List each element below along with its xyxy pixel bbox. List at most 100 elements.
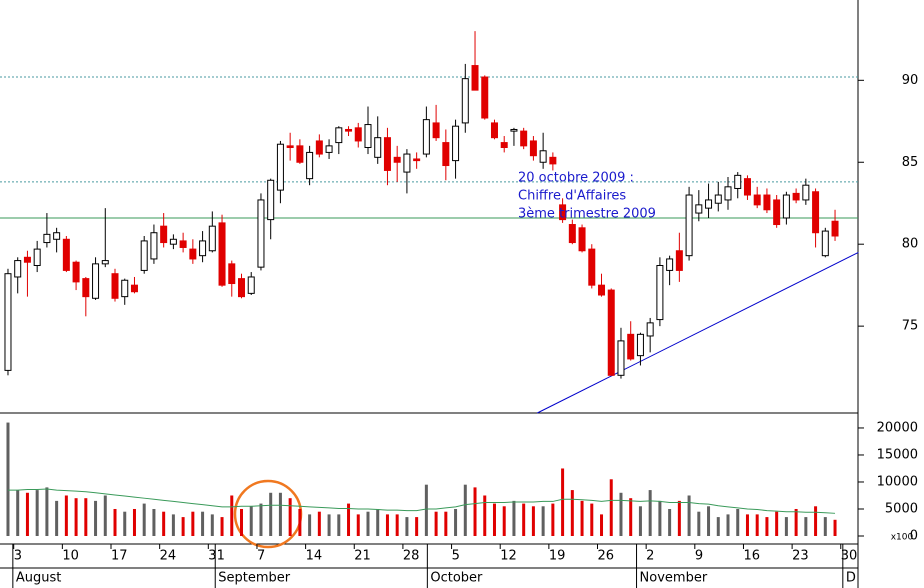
y-tick-label: 20000 — [877, 420, 918, 435]
candle-body — [345, 128, 353, 132]
candle-body — [130, 284, 138, 293]
volume-bar — [385, 514, 389, 536]
candle-body — [257, 199, 265, 268]
candle-body — [92, 263, 100, 299]
y-tick-label: 0 — [910, 529, 918, 544]
candle-body — [821, 230, 829, 257]
volume-bar — [230, 495, 234, 536]
volume-bar — [424, 484, 428, 536]
volume-bar — [707, 506, 711, 536]
candle-body — [23, 256, 31, 263]
volume-bar — [64, 495, 68, 536]
candle-body — [403, 153, 411, 173]
candle-body — [481, 76, 489, 119]
volume-bar — [629, 498, 633, 536]
candle-body — [675, 250, 683, 271]
candle-body — [578, 227, 586, 252]
volume-bar — [794, 508, 798, 536]
volume-bar — [619, 492, 623, 536]
candle-body — [276, 143, 284, 191]
x-tick-label: 24 — [160, 549, 177, 564]
volume-bar — [191, 511, 195, 536]
volume-bar — [570, 490, 574, 536]
x-tick-label: 2 — [646, 549, 654, 564]
candle-body — [218, 222, 226, 286]
candle-body — [286, 145, 294, 149]
candle-body — [734, 174, 742, 189]
candle-body — [812, 191, 820, 234]
volume-bar — [697, 511, 701, 536]
volume-bar — [317, 511, 321, 536]
volume-bar — [541, 506, 545, 536]
candle-body — [354, 127, 362, 142]
candle-body — [831, 220, 839, 237]
annotation: 3ème trimestre 2009 — [518, 207, 656, 222]
candle-body — [199, 240, 207, 257]
y-tick-label: 75 — [902, 319, 919, 334]
candle-body — [656, 265, 664, 321]
candle-body — [62, 238, 70, 271]
candle-body — [335, 127, 343, 144]
candle-body — [617, 340, 625, 376]
volume-bar — [600, 514, 604, 536]
volume-bar — [512, 500, 516, 536]
volume-bar — [590, 503, 594, 536]
x-tick-label: 30 — [841, 549, 858, 564]
x-tick-label: 31 — [208, 549, 225, 564]
volume-bar — [454, 508, 458, 536]
volume-bar — [123, 511, 127, 536]
volume-bar — [522, 503, 526, 536]
month-label: D — [846, 571, 856, 586]
volume-bar — [366, 511, 370, 536]
month-label: September — [218, 571, 291, 586]
volume-bar — [551, 503, 555, 536]
volume-bar — [132, 508, 136, 536]
volume-bar — [25, 492, 29, 536]
volume-bar — [784, 517, 788, 536]
candle-body — [238, 278, 246, 298]
volume-bar — [677, 500, 681, 536]
y-tick-label: 80 — [902, 237, 919, 252]
candle-body — [452, 125, 460, 162]
y-tick-label: 90 — [902, 73, 919, 88]
volume-bar — [492, 503, 496, 536]
volume-bar — [687, 495, 691, 536]
x-tick-label: 28 — [403, 549, 420, 564]
x-tick-label: 10 — [62, 549, 79, 564]
volume-bar — [638, 506, 642, 536]
moving-average — [7, 488, 836, 514]
volume-bar — [531, 506, 535, 536]
volume-bar — [580, 500, 584, 536]
volume-bar — [74, 498, 78, 536]
volume-bar — [648, 490, 652, 536]
volume-bar — [171, 514, 175, 536]
x-tick-label: 12 — [500, 549, 517, 564]
x-tick-label: 14 — [306, 549, 323, 564]
volume-bar — [463, 484, 467, 536]
volume-bar — [278, 492, 282, 536]
candle-body — [559, 204, 567, 221]
volume-bar — [84, 498, 88, 536]
volume-bar — [152, 508, 156, 536]
x-tick-label: 21 — [354, 549, 371, 564]
trendline — [537, 251, 859, 414]
candle-body — [753, 194, 761, 206]
volume-bar — [269, 492, 273, 536]
volume-bar — [327, 514, 331, 536]
volume-bar — [162, 511, 166, 536]
candle-body — [743, 178, 751, 196]
volume-bar — [288, 498, 292, 536]
candle-body — [82, 278, 90, 298]
volume-bar — [35, 490, 39, 536]
volume-bar — [298, 508, 302, 536]
volume-bar — [240, 508, 244, 536]
candle-body — [150, 232, 158, 260]
x-tick-label: 23 — [792, 549, 809, 564]
volume-bar — [668, 508, 672, 536]
x-tick-label: 5 — [452, 549, 460, 564]
candle-body — [510, 128, 518, 132]
candle-body — [121, 279, 129, 298]
volume-bar — [473, 487, 477, 536]
volume-bar — [561, 468, 565, 536]
volume-bar — [142, 503, 146, 536]
